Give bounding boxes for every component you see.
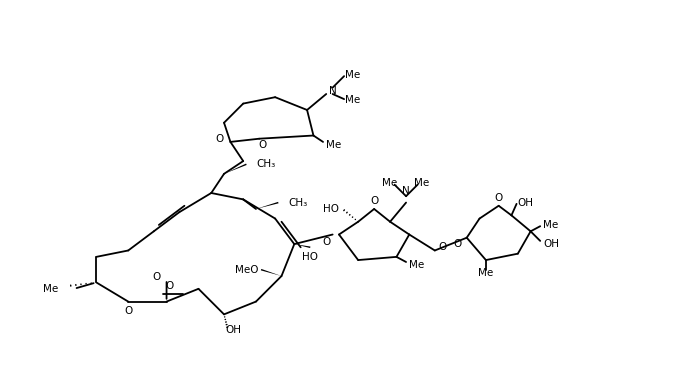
Text: Me: Me <box>43 284 58 294</box>
Text: Me: Me <box>345 70 361 80</box>
Text: O: O <box>124 306 132 316</box>
Text: Me: Me <box>543 220 559 230</box>
Text: Me: Me <box>326 140 342 150</box>
Text: O: O <box>153 272 161 282</box>
Text: N: N <box>402 186 410 196</box>
Text: CH₃: CH₃ <box>256 159 275 169</box>
Polygon shape <box>261 269 281 276</box>
Text: N: N <box>330 86 337 96</box>
Polygon shape <box>224 164 247 174</box>
Text: O: O <box>370 196 378 206</box>
Text: MeO: MeO <box>235 265 258 275</box>
Polygon shape <box>256 202 279 209</box>
Text: Me: Me <box>410 259 424 269</box>
Polygon shape <box>294 244 311 248</box>
Text: O: O <box>494 193 503 203</box>
Text: O: O <box>216 134 224 144</box>
Text: O: O <box>453 239 461 249</box>
Text: Me: Me <box>478 268 494 278</box>
Text: O: O <box>258 140 266 150</box>
Text: O: O <box>322 237 330 247</box>
Text: OH: OH <box>518 198 534 208</box>
Text: O: O <box>438 242 446 252</box>
Text: Me: Me <box>414 178 430 188</box>
Text: HO: HO <box>302 252 318 262</box>
Text: Me: Me <box>382 178 398 188</box>
Text: OH: OH <box>226 325 241 335</box>
Text: O: O <box>165 281 174 291</box>
Text: CH₃: CH₃ <box>288 198 307 208</box>
Text: Me: Me <box>345 95 361 105</box>
Text: OH: OH <box>543 239 559 249</box>
Text: HO: HO <box>323 204 339 214</box>
